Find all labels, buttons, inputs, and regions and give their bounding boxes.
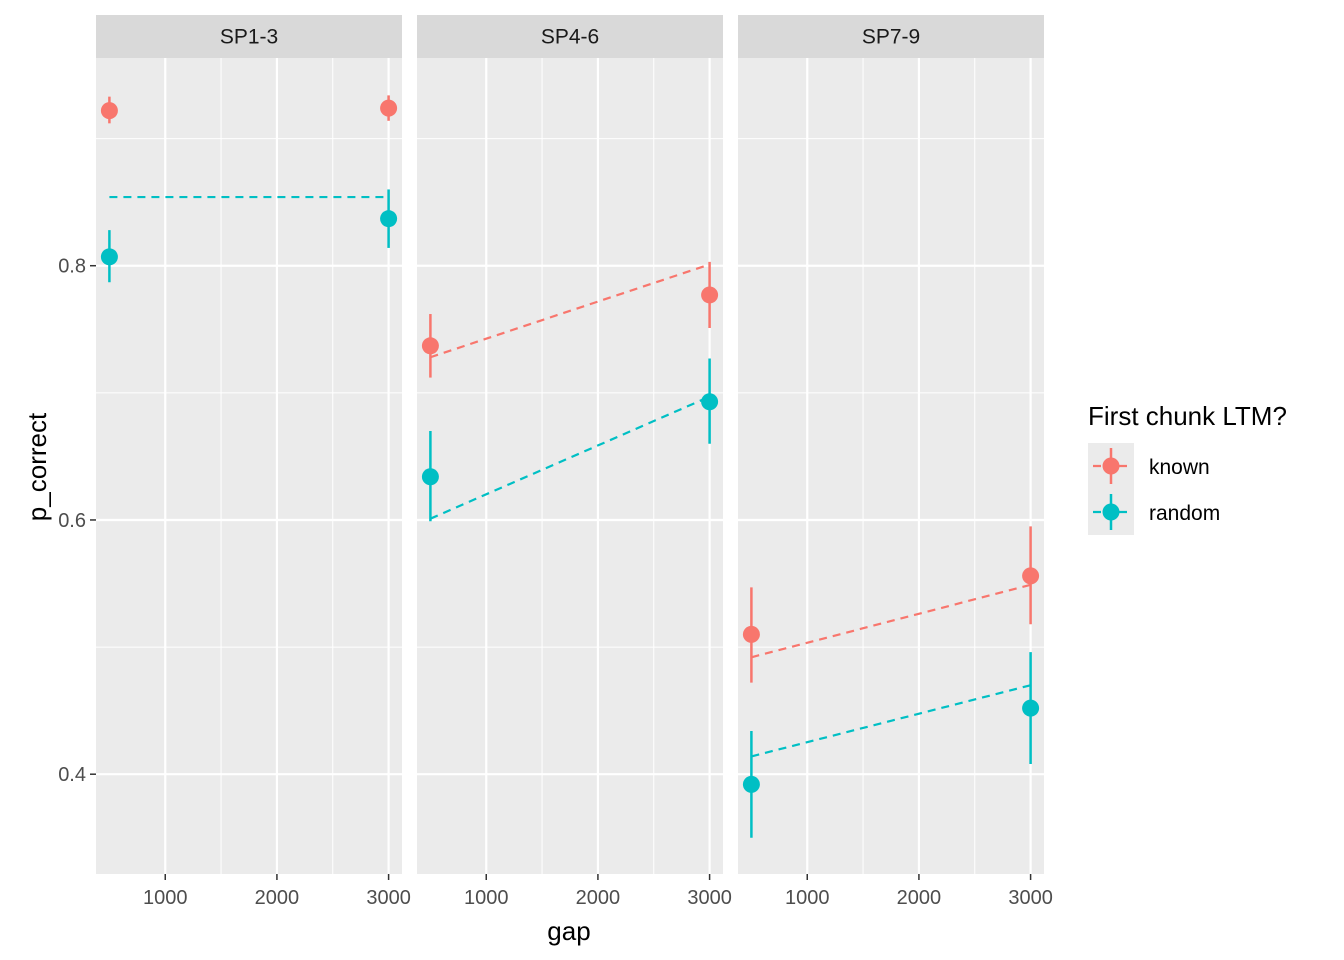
data-point-random — [1022, 699, 1040, 717]
legend-item-known: known — [1088, 443, 1210, 489]
fit-line-known — [751, 583, 1031, 659]
legend-item-random: random — [1088, 489, 1220, 535]
x-tick-label: 2000 — [576, 887, 621, 909]
x-tick-label: 3000 — [1008, 887, 1053, 909]
panel-background — [738, 58, 1044, 874]
legend: First chunk LTM? known random — [1088, 401, 1287, 535]
data-point-known — [742, 625, 760, 643]
legend-label: known — [1149, 456, 1210, 479]
data-point-random — [701, 393, 719, 411]
y-tick-label: 0.4 — [58, 764, 86, 786]
legend-key-point — [1102, 457, 1120, 475]
facet-strip — [417, 15, 723, 58]
y-tick-label: 0.8 — [58, 256, 86, 278]
facet-strip-label: SP7-9 — [862, 26, 920, 49]
data-point-known — [701, 286, 719, 304]
fit-line-random — [429, 395, 711, 520]
facet-panels: SP1-3 1000 2000 3000 0.4 0.6 0.8 SP4-6 1000 2000 3… — [58, 15, 1053, 909]
x-tick-label: 1000 — [143, 887, 188, 909]
facet-panel-sp1-3: SP1-3 1000 2000 3000 0.4 0.6 0.8 — [58, 15, 411, 909]
fit-line-known — [430, 263, 710, 359]
fit-line-random — [751, 684, 1031, 758]
facet-strip-label: SP1-3 — [220, 26, 278, 49]
x-axis-title: gap — [547, 916, 590, 946]
data-point-known — [380, 99, 398, 117]
x-tick-label: 3000 — [366, 887, 411, 909]
facet-strip-label: SP4-6 — [541, 26, 599, 49]
x-tick-label: 2000 — [897, 887, 942, 909]
x-tick-label: 1000 — [464, 887, 509, 909]
panel-background — [96, 58, 402, 874]
facet-panel-sp7-9: SP7-9 1000 2000 3000 — [738, 15, 1053, 909]
data-point-known — [421, 337, 439, 355]
x-tick-label: 1000 — [785, 887, 830, 909]
panel-background — [417, 58, 723, 874]
facet-strip — [738, 15, 1044, 58]
y-tick-label: 0.6 — [58, 510, 86, 532]
data-point-known — [1022, 567, 1040, 585]
legend-title: First chunk LTM? — [1088, 401, 1287, 431]
data-point-random — [421, 468, 439, 486]
legend-label: random — [1149, 502, 1220, 525]
data-point-known — [100, 102, 118, 120]
legend-key-point — [1102, 503, 1120, 521]
data-point-random — [380, 210, 398, 228]
data-point-random — [100, 248, 118, 266]
facet-strip — [96, 15, 402, 58]
x-tick-label: 3000 — [687, 887, 732, 909]
x-tick-label: 2000 — [255, 887, 300, 909]
y-axis-title: p_correct — [22, 412, 52, 521]
facet-panel-sp4-6: SP4-6 1000 2000 3000 — [417, 15, 732, 909]
data-point-random — [742, 775, 760, 793]
